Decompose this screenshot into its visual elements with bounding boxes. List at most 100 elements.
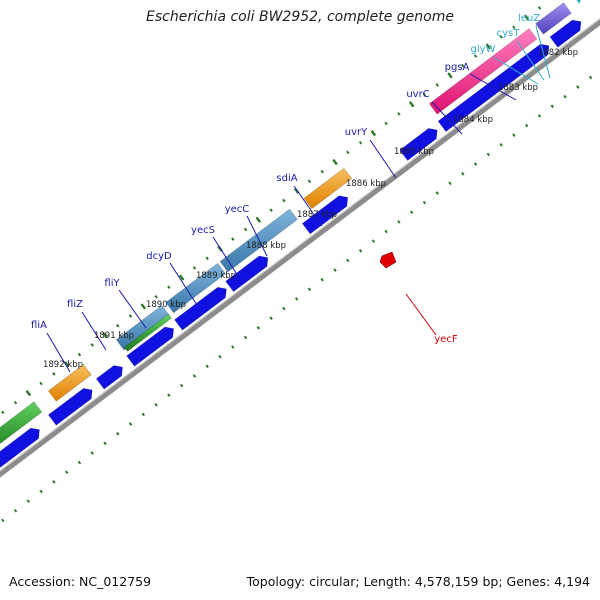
inner-tick <box>154 403 158 407</box>
inner-tick <box>537 114 542 118</box>
outer-tick <box>269 208 273 212</box>
inner-tick <box>307 287 312 292</box>
inner-tick <box>397 220 401 224</box>
outer-tick <box>422 92 427 97</box>
label-leader <box>81 311 107 351</box>
cds-arrow <box>225 255 269 293</box>
label-layer: 1882 kbp 1883 kbp 1884 kbp 1885 kbp 1886 kbp… <box>31 13 578 370</box>
yecf-marker <box>379 251 397 269</box>
inner-tick <box>435 191 439 195</box>
gene-bar <box>428 28 538 115</box>
label-leader <box>492 56 539 85</box>
outer-tick <box>52 372 56 376</box>
cds-arrow <box>95 365 123 390</box>
inner-tick <box>116 431 120 436</box>
outer-tick <box>231 237 235 241</box>
label-leader <box>535 25 551 79</box>
gene-bar-band <box>124 313 172 352</box>
outer-tick <box>523 14 530 21</box>
inner-tick <box>179 383 184 388</box>
cds-arrow <box>126 326 175 367</box>
outer-tick <box>140 303 147 310</box>
outer-tick <box>243 227 248 232</box>
inner-tick <box>409 210 414 215</box>
outer-tick <box>512 25 516 30</box>
backbone-line <box>0 19 600 478</box>
inner-tick <box>256 325 261 330</box>
inner-tick <box>90 451 94 455</box>
inner-tick <box>64 470 69 475</box>
inner-tick <box>384 229 388 234</box>
kbp-label: 1886 kbp <box>346 179 386 189</box>
kbp-label: 1885 kbp <box>394 147 434 157</box>
cds-arrow <box>47 388 93 426</box>
outer-tick <box>167 285 171 289</box>
inner-tick <box>358 248 363 253</box>
label-leader <box>293 185 323 227</box>
inner-tick <box>473 162 478 166</box>
gene-bar <box>303 167 353 210</box>
gene-label-yecs: yecS <box>191 225 215 236</box>
outer-tick <box>499 35 503 39</box>
inner-tick <box>26 499 31 503</box>
inner-tick <box>486 152 491 157</box>
inner-tick <box>282 306 286 311</box>
outer-tick <box>282 198 286 203</box>
inner-tick <box>167 393 171 397</box>
inner-tick-ring <box>1 75 593 523</box>
outer-tick <box>485 43 492 50</box>
kbp-label: 1887 kbp <box>297 210 337 220</box>
inner-tick <box>141 412 146 417</box>
outer-tick <box>63 361 70 368</box>
gene-label-cyst: cysT <box>497 28 521 39</box>
label-leader <box>516 40 545 81</box>
gene-label-fliy: fliY <box>104 278 120 289</box>
outer-tick <box>320 169 324 174</box>
outer-tick <box>205 256 209 261</box>
outer-tick <box>39 381 43 386</box>
cds-arrow <box>0 427 40 468</box>
outer-tick <box>255 216 262 223</box>
outer-tick <box>473 54 478 58</box>
inner-tick <box>231 345 235 349</box>
gene-label-dcyd: dcyD <box>146 251 172 262</box>
gene-label-uvrc: uvrC <box>406 89 429 100</box>
outer-tick <box>384 121 388 126</box>
label-leader <box>369 139 397 179</box>
gene-bar <box>47 363 92 402</box>
inner-tick <box>13 508 18 513</box>
outer-tick <box>192 266 197 270</box>
cds-arrow <box>174 286 227 331</box>
inner-tick <box>192 374 197 378</box>
cds-arrow <box>301 195 349 235</box>
outer-tick <box>447 72 453 79</box>
outer-tick <box>537 6 542 10</box>
inner-tick <box>371 239 376 243</box>
outer-tick <box>293 187 300 195</box>
inner-tick <box>103 441 107 446</box>
outer-tick <box>25 389 32 397</box>
label-leaders <box>46 25 551 373</box>
kbp-label: 1891 kbp <box>94 331 134 341</box>
inner-tick <box>346 258 350 263</box>
outer-tick <box>154 295 158 299</box>
inner-tick <box>461 171 465 176</box>
inner-tick <box>77 460 82 465</box>
accession-label: Accession: NC_012759 <box>9 574 152 589</box>
outer-tick <box>77 352 82 357</box>
inner-tick <box>499 143 503 147</box>
inner-tick <box>128 422 133 426</box>
inner-tick <box>588 75 593 80</box>
outer-tick <box>90 343 94 347</box>
kbp-label: 1889 kbp <box>196 271 236 281</box>
outer-tick <box>346 150 350 155</box>
inner-tick <box>576 85 580 89</box>
outer-tick <box>178 274 185 281</box>
inner-tick <box>422 200 427 205</box>
outer-tick <box>408 101 415 108</box>
inner-tick <box>448 181 452 186</box>
outer-tick <box>128 314 133 318</box>
label-leader <box>246 215 268 257</box>
map-title: Escherichia coli BW2952, complete genome <box>146 9 454 25</box>
gene-label-pgsa: pgsA <box>445 62 470 73</box>
